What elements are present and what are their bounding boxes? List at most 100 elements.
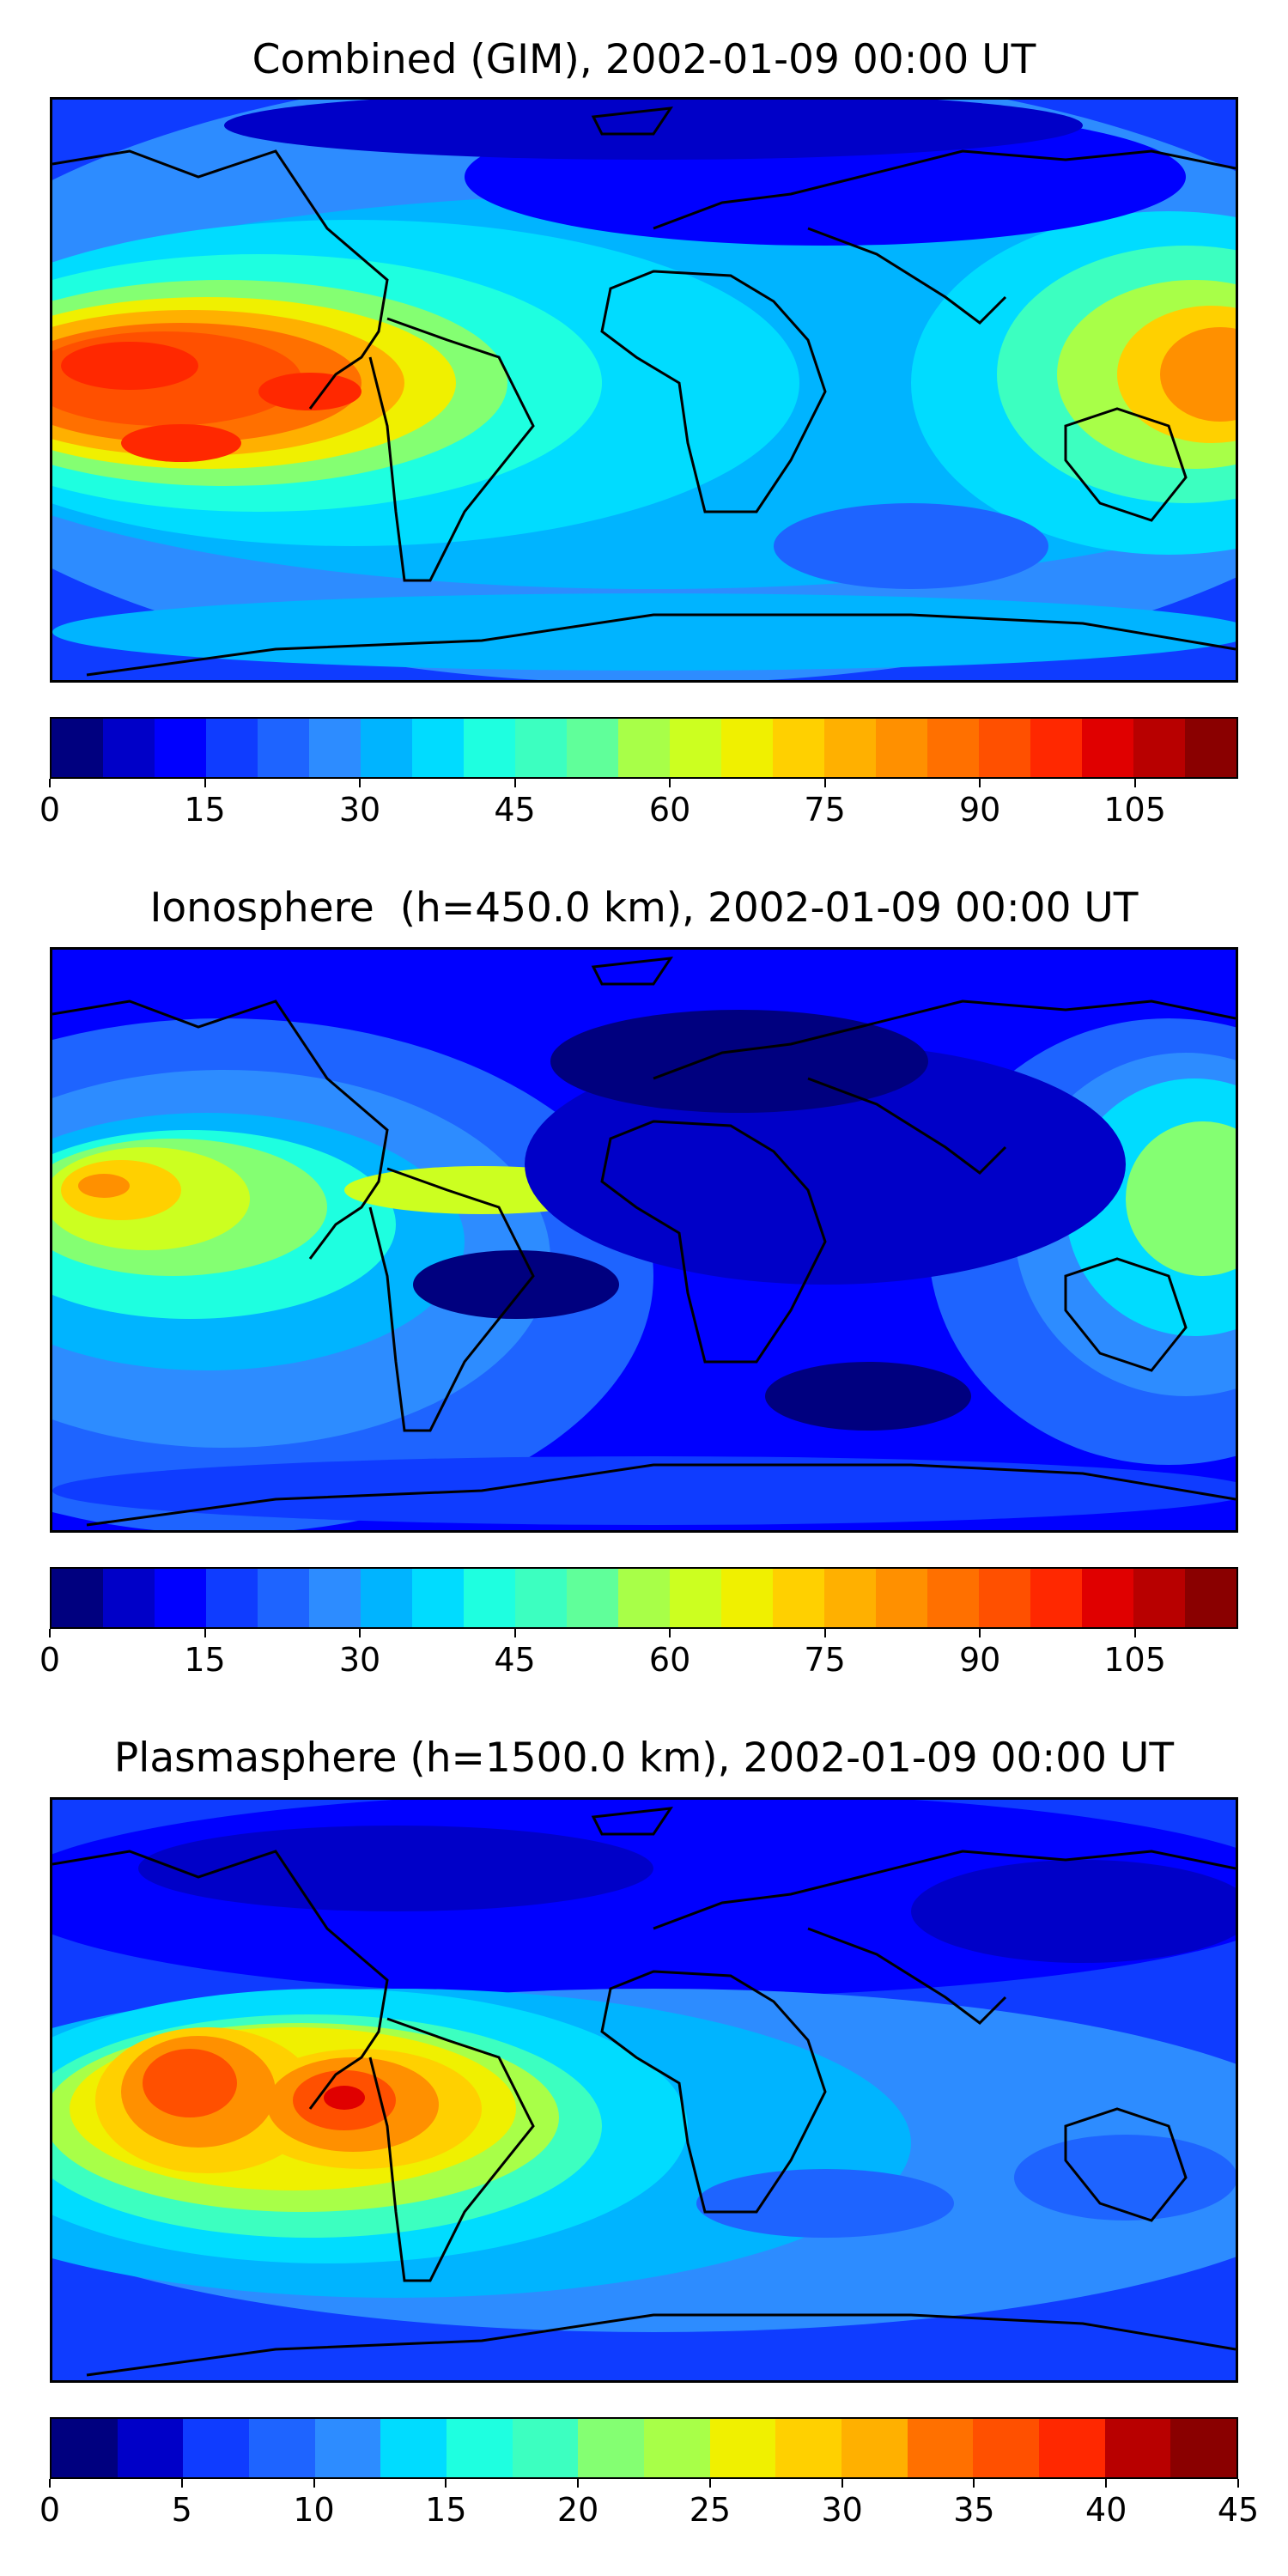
colorbar-tick-mark [669, 1629, 671, 1637]
colorbar-level [103, 1569, 155, 1627]
map-ionosphere-plot [52, 950, 1236, 1530]
colorbar-level [1030, 1569, 1083, 1627]
colorbar-tick-label: 40 [1085, 2491, 1127, 2529]
colorbar-ionosphere-gradient [52, 1569, 1236, 1627]
colorbar-level [412, 1569, 465, 1627]
colorbar-level [464, 1569, 516, 1627]
colorbar-tick-label: 0 [39, 1641, 61, 1679]
colorbar-tick-label: 75 [804, 791, 846, 829]
colorbar-level [979, 719, 1031, 777]
colorbar-tick-label: 30 [338, 1641, 381, 1679]
colorbar-tick-label: 35 [953, 2491, 995, 2529]
colorbar-tick-mark [313, 2479, 315, 2488]
colorbar-level [361, 1569, 413, 1627]
colorbar-tick-label: 25 [689, 2491, 732, 2529]
colorbar-tick-mark [49, 779, 51, 787]
colorbar-level [670, 1569, 722, 1627]
coastlines [52, 1807, 1236, 2377]
colorbar-level [824, 1569, 877, 1627]
colorbar-level [513, 2419, 579, 2477]
colorbar-level [309, 719, 361, 777]
colorbar-level [1185, 1569, 1236, 1627]
colorbar-tick-label: 90 [958, 1641, 1001, 1679]
colorbar-tick-label: 45 [1217, 2491, 1260, 2529]
colorbar-tick-mark [708, 2479, 711, 2488]
colorbar-tick-mark [823, 779, 826, 787]
colorbar-level [710, 2419, 776, 2477]
colorbar-level [206, 1569, 258, 1627]
coastlines [52, 106, 1236, 677]
colorbar-tick-mark [204, 779, 206, 787]
colorbar-level [447, 2419, 513, 2477]
colorbar-level [721, 719, 774, 777]
colorbar-level [52, 1569, 104, 1627]
colorbar-tick-label: 60 [648, 1641, 691, 1679]
colorbar-plasmasphere-ticks: 0 5 10 15 20 25 30 35 40 45 [39, 2479, 1259, 2530]
colorbar-level [249, 2419, 316, 2477]
tec-field [52, 100, 1236, 680]
colorbar-tick-mark [979, 779, 981, 787]
tec-field [52, 1800, 1236, 2332]
colorbar-level [876, 1569, 928, 1627]
map-combined-plot [52, 100, 1236, 680]
map-combined [50, 97, 1238, 683]
colorbar-level [1105, 2419, 1171, 2477]
colorbar-tick-label: 45 [494, 791, 536, 829]
colorbar-level [824, 719, 877, 777]
colorbar-level [52, 719, 104, 777]
colorbar-plasmasphere [50, 2417, 1238, 2479]
map-ionosphere [50, 947, 1238, 1533]
colorbar-tick-label: 90 [958, 791, 1001, 829]
colorbar-tick-mark [445, 2479, 447, 2488]
colorbar-level [773, 719, 825, 777]
colorbar-tick-label: 10 [293, 2491, 335, 2529]
colorbar-level [644, 2419, 711, 2477]
colorbar-level [258, 719, 310, 777]
colorbar-level [927, 719, 980, 777]
colorbar-tick-label: 0 [39, 2491, 61, 2529]
colorbar-level [1185, 719, 1236, 777]
colorbar-level [309, 1569, 361, 1627]
colorbar-tick-label: 30 [338, 791, 381, 829]
colorbar-level [618, 1569, 671, 1627]
colorbar-level [412, 719, 465, 777]
colorbar-level [464, 719, 516, 777]
colorbar-level [618, 719, 671, 777]
colorbar-tick-mark [513, 1629, 516, 1637]
colorbar-level [1082, 719, 1134, 777]
colorbar-level [841, 2419, 908, 2477]
colorbar-tick-mark [180, 2479, 183, 2488]
colorbar-tick-mark [1133, 779, 1136, 787]
colorbar-tick-label: 105 [1103, 1641, 1166, 1679]
colorbar-level [155, 1569, 207, 1627]
colorbar-tick-mark [204, 1629, 206, 1637]
colorbar-tick-mark [577, 2479, 580, 2488]
colorbar-combined-gradient [52, 719, 1236, 777]
colorbar-level [578, 2419, 645, 2477]
colorbar-ionosphere-ticks: 0 15 30 45 60 75 90 105 [39, 1629, 1238, 1680]
colorbar-tick-label: 20 [556, 2491, 599, 2529]
map-plasmasphere [50, 1797, 1238, 2383]
colorbar-tick-label: 30 [821, 2491, 863, 2529]
colorbar-tick-label: 5 [171, 2491, 192, 2529]
colorbar-level [908, 2419, 974, 2477]
colorbar-level [515, 1569, 568, 1627]
colorbar-level [567, 719, 619, 777]
colorbar-tick-label: 60 [648, 791, 691, 829]
colorbar-level [773, 1569, 825, 1627]
colorbar-combined [50, 717, 1238, 779]
colorbar-level [183, 2419, 250, 2477]
colorbar-level [515, 719, 568, 777]
colorbar-tick-mark [979, 1629, 981, 1637]
colorbar-tick-mark [359, 779, 361, 787]
colorbar-level [1039, 2419, 1106, 2477]
colorbar-level [315, 2419, 381, 2477]
colorbar-level [380, 2419, 447, 2477]
colorbar-level [1133, 1569, 1186, 1627]
colorbar-level [361, 719, 413, 777]
colorbar-plasmasphere-gradient [52, 2419, 1236, 2477]
colorbar-level [567, 1569, 619, 1627]
colorbar-level [1030, 719, 1083, 777]
map-plasmasphere-plot [52, 1800, 1236, 2380]
colorbar-tick-mark [49, 1629, 51, 1637]
